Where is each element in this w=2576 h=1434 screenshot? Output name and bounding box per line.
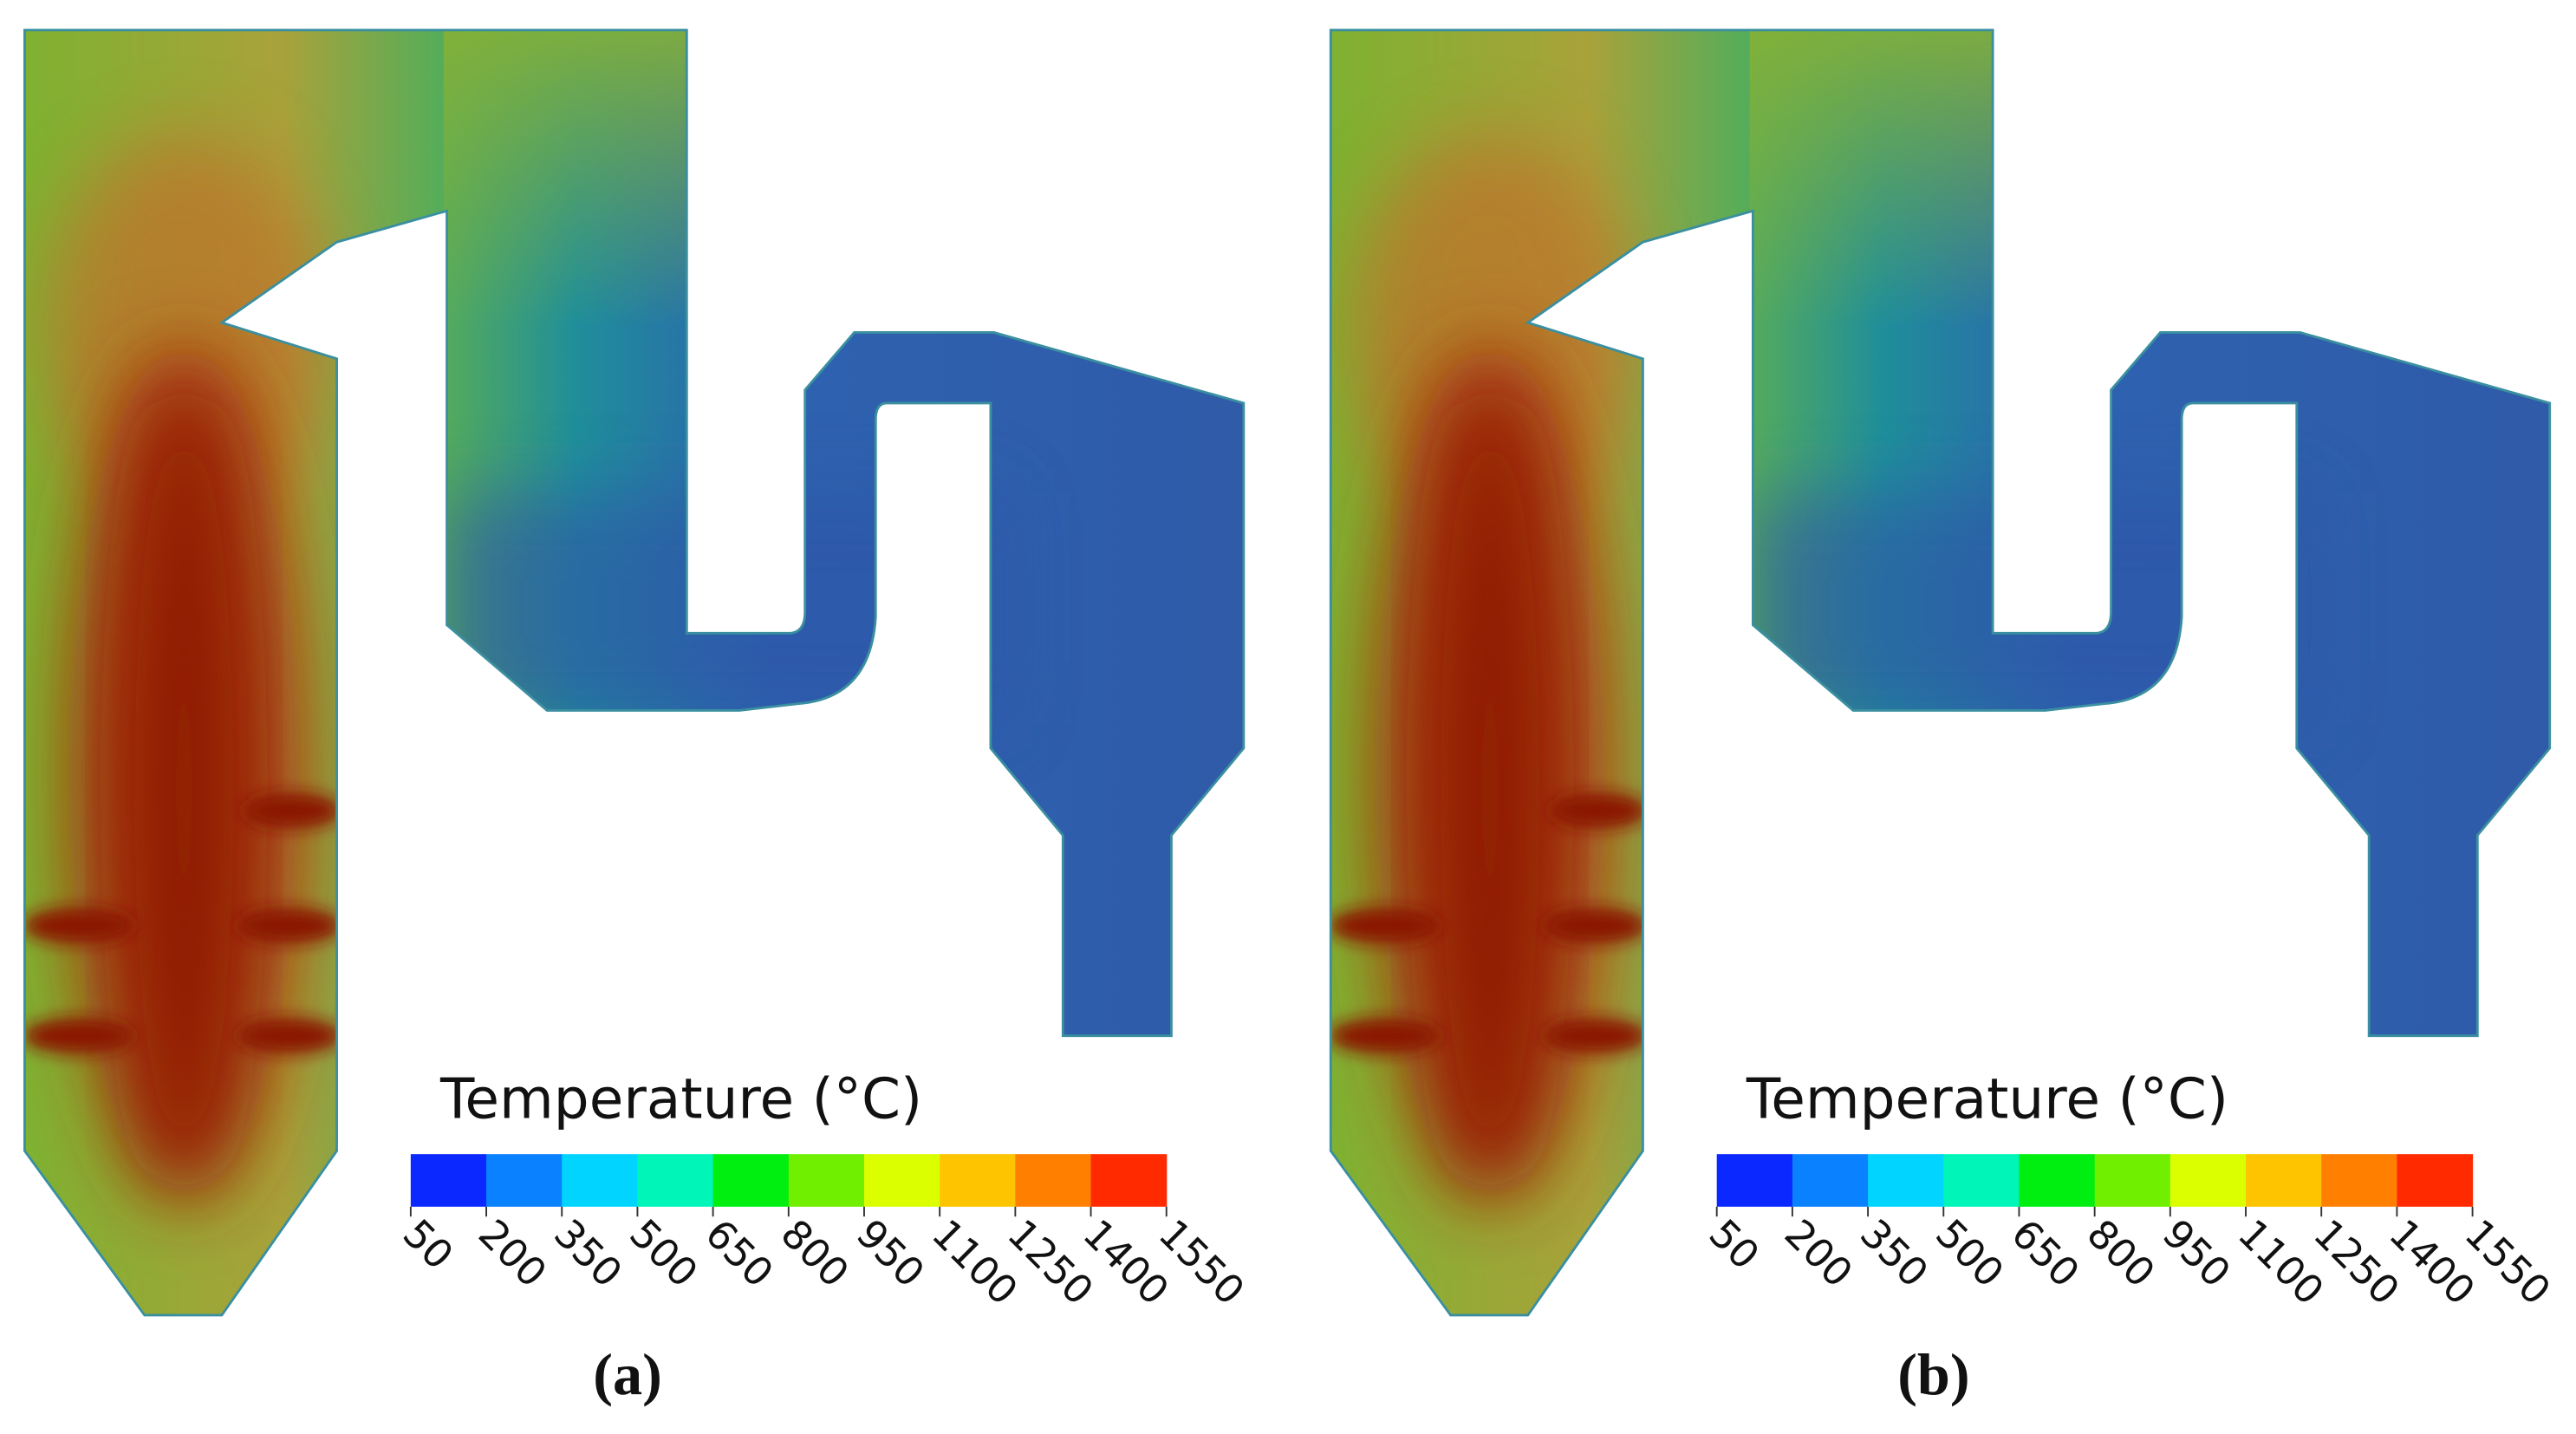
colorbar-tick-label: 50 bbox=[1701, 1210, 1768, 1278]
colorbar-tick-label: 200 bbox=[1776, 1210, 1862, 1296]
colorbar-segment bbox=[788, 1154, 865, 1207]
temperature-field bbox=[0, 1, 1281, 1348]
colorbar-tick-label: 800 bbox=[2078, 1210, 2163, 1296]
colorbar-segment bbox=[2019, 1154, 2096, 1207]
colorbar-segment bbox=[2246, 1154, 2322, 1207]
colorbar-tick-label: 500 bbox=[1927, 1210, 2013, 1296]
colorbar-title: Temperature (°C) bbox=[1746, 1066, 2228, 1131]
colorbar-tick-label: 1550 bbox=[2456, 1210, 2559, 1313]
colorbar-tick-label: 350 bbox=[545, 1210, 631, 1296]
temperature-field bbox=[1306, 1, 2576, 1348]
colorbar-segment bbox=[637, 1154, 714, 1207]
colorbar-tick-label: 1100 bbox=[923, 1210, 1026, 1313]
colorbar-tick-label: 650 bbox=[2002, 1210, 2088, 1296]
colorbar-tick-label: 1250 bbox=[2305, 1210, 2408, 1313]
colorbar-segment bbox=[863, 1154, 940, 1207]
colorbar-panel: Temperature (°C) 50 2003505006508009501100… bbox=[394, 1066, 1253, 1406]
colorbar-tick-label: 50 bbox=[394, 1210, 462, 1278]
colorbar-tick-label: 350 bbox=[1851, 1210, 1937, 1296]
colorbar-title: Temperature (°C) bbox=[439, 1066, 922, 1131]
colorbar-segment bbox=[2397, 1154, 2474, 1207]
colorbar-tick-label: 950 bbox=[848, 1210, 933, 1296]
colorbar-segment bbox=[1792, 1154, 1869, 1207]
caption: (b) bbox=[1897, 1341, 1969, 1407]
colorbar-segment bbox=[1868, 1154, 1944, 1207]
colorbar-tick-label: 1400 bbox=[2380, 1210, 2483, 1313]
colorbar-segment bbox=[562, 1154, 638, 1207]
colorbar-tick-label: 200 bbox=[470, 1210, 556, 1296]
colorbar-segment bbox=[712, 1154, 790, 1207]
colorbar-panel: Temperature (°C) 50 2003505006508009501100… bbox=[1701, 1066, 2560, 1406]
colorbar-tick-label: 950 bbox=[2154, 1210, 2240, 1296]
colorbar-tick-label: 1250 bbox=[999, 1210, 1102, 1313]
colorbar-tick-label: 1400 bbox=[1074, 1210, 1177, 1313]
colorbar-tick-label: 1100 bbox=[2229, 1210, 2332, 1313]
colorbar-tick-label: 800 bbox=[772, 1210, 858, 1296]
colorbar-segment bbox=[2321, 1154, 2397, 1207]
colorbar-segment bbox=[2094, 1154, 2171, 1207]
colorbar-segment bbox=[410, 1154, 487, 1207]
colorbar-segment bbox=[1090, 1154, 1168, 1207]
colorbar-segment bbox=[486, 1154, 563, 1207]
colorbar-segment bbox=[1943, 1154, 2020, 1207]
caption: (a) bbox=[593, 1341, 662, 1407]
colorbar-tick-label: 650 bbox=[696, 1210, 782, 1296]
colorbar-segment bbox=[1716, 1154, 1793, 1207]
colorbar-segment bbox=[2169, 1154, 2247, 1207]
colorbar-tick-label: 1550 bbox=[1150, 1210, 1253, 1313]
colorbar-tick-label: 500 bbox=[621, 1210, 706, 1296]
colorbar-segment bbox=[1015, 1154, 1092, 1207]
colorbar-segment bbox=[940, 1154, 1016, 1207]
